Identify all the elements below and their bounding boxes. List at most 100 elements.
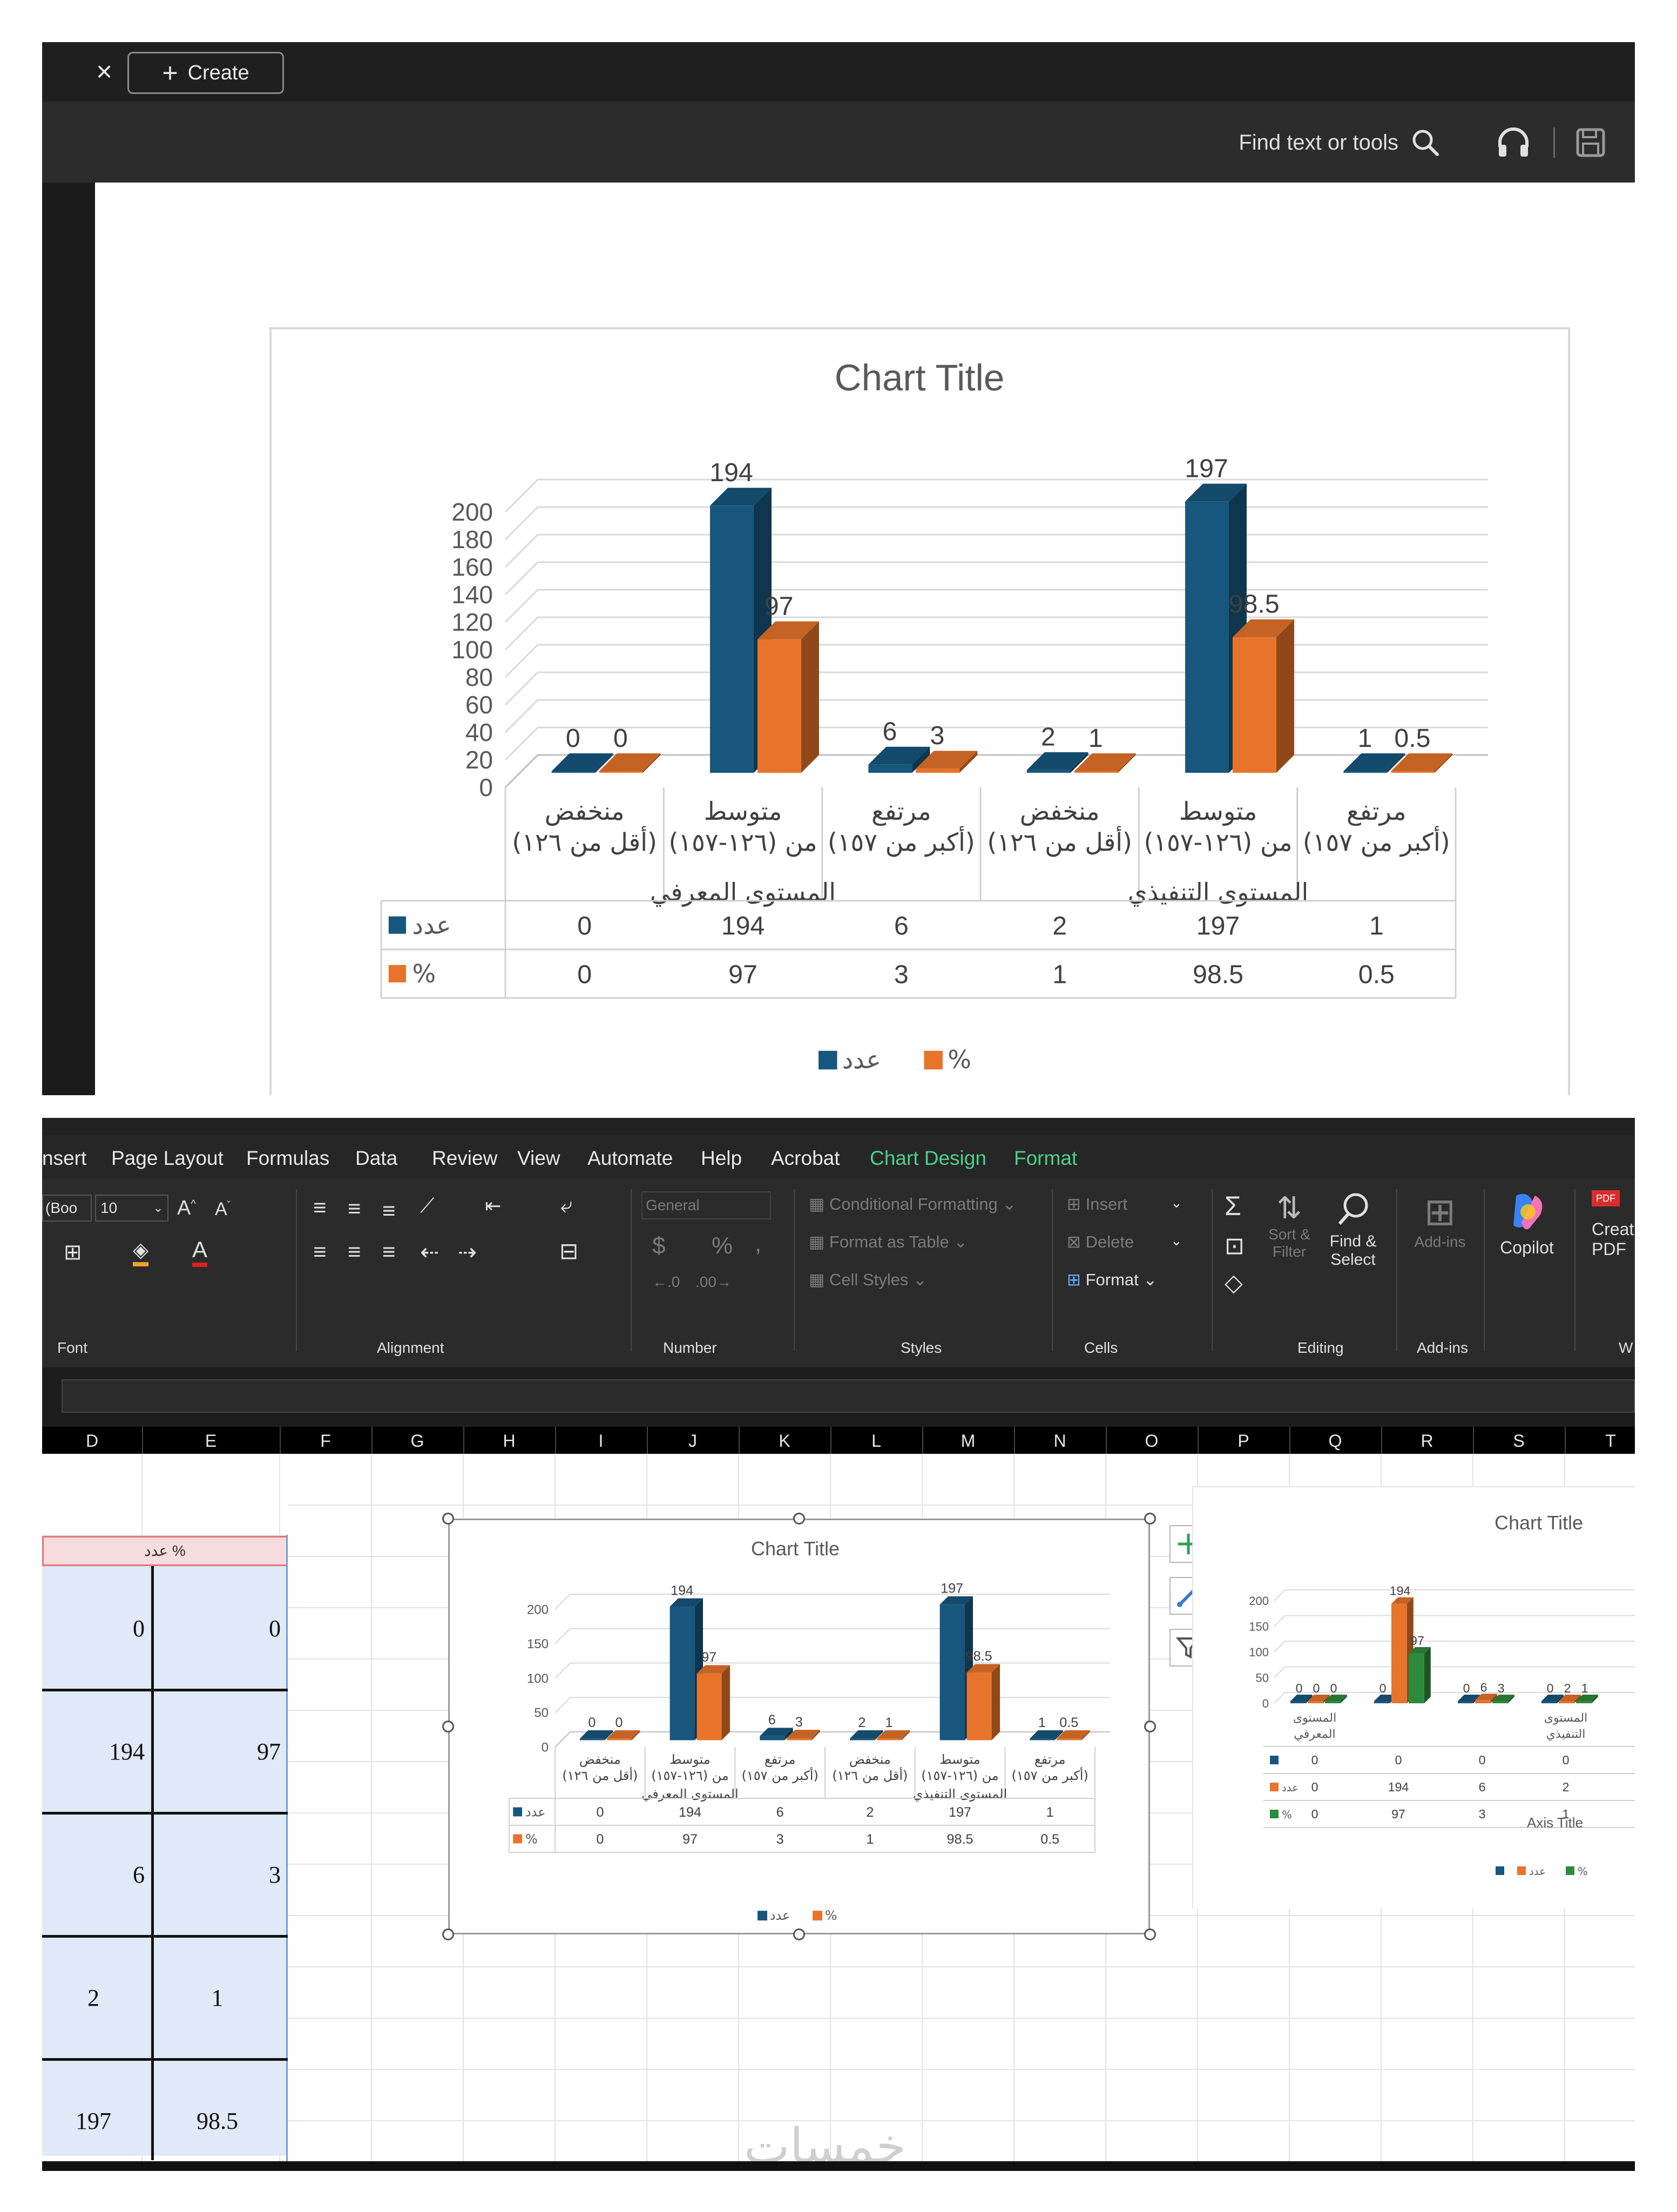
legend-entry[interactable]: عدد: [842, 1045, 881, 1074]
percent-icon[interactable]: %: [712, 1232, 733, 1259]
currency-icon[interactable]: $: [652, 1232, 666, 1259]
tab-formulas[interactable]: Formulas: [246, 1147, 330, 1169]
chart-title[interactable]: Chart Title: [751, 1537, 840, 1560]
table-cell[interactable]: 97: [257, 1738, 281, 1765]
number-format-select[interactable]: General: [641, 1191, 771, 1219]
save-icon[interactable]: [1573, 125, 1608, 160]
find-text-or-tools-button[interactable]: Find text or tools: [1239, 127, 1441, 158]
chart-title[interactable]: Chart Title: [1495, 1512, 1583, 1534]
font-name-select[interactable]: (Boo: [42, 1195, 92, 1222]
font-color-icon[interactable]: A: [192, 1237, 208, 1267]
resize-handle[interactable]: [442, 1513, 454, 1525]
column-header-f[interactable]: F: [320, 1431, 331, 1451]
tab-page-layout[interactable]: Page Layout: [111, 1147, 224, 1169]
align-center-icon[interactable]: ≡: [348, 1239, 361, 1264]
table-cell[interactable]: 1: [211, 1985, 224, 2011]
cell-styles-button[interactable]: ▦ Cell Styles ⌄: [809, 1270, 927, 1289]
conditional-formatting-button[interactable]: ▦ Conditional Formatting ⌄: [809, 1195, 1017, 1213]
tab-data[interactable]: Data: [355, 1147, 398, 1169]
wrap-text-icon[interactable]: ⤶: [560, 1193, 573, 1217]
chart-title[interactable]: Chart Title: [835, 357, 1004, 399]
borders-icon[interactable]: ⊞: [64, 1240, 82, 1264]
column-header-k[interactable]: K: [779, 1431, 790, 1451]
table-cell[interactable]: 98.5: [197, 2108, 238, 2134]
column-header-o[interactable]: O: [1145, 1431, 1159, 1451]
addins-button[interactable]: ⊞ Add-ins: [1410, 1190, 1470, 1251]
resize-handle[interactable]: [793, 1928, 805, 1940]
column-header-m[interactable]: M: [961, 1431, 976, 1451]
resize-handle[interactable]: [793, 1513, 805, 1525]
tab-chart-design[interactable]: Chart Design: [870, 1147, 986, 1169]
align-middle-icon[interactable]: ≡: [348, 1196, 361, 1221]
tab-automate[interactable]: Automate: [587, 1147, 673, 1169]
column-header-d[interactable]: D: [85, 1431, 99, 1451]
delete-cells-button[interactable]: ⊠ Delete: [1067, 1232, 1134, 1251]
align-left-icon[interactable]: ≡: [313, 1239, 327, 1264]
format-cells-button[interactable]: ⊞ Format ⌄: [1067, 1270, 1158, 1289]
column-header-i[interactable]: I: [598, 1431, 604, 1451]
tab-view[interactable]: View: [517, 1147, 560, 1169]
close-icon[interactable]: ×: [96, 56, 113, 87]
axis-title[interactable]: Axis Title: [1527, 1815, 1583, 1831]
column-header-t[interactable]: T: [1605, 1431, 1616, 1451]
decrease-decimal-icon[interactable]: .00→: [695, 1273, 732, 1290]
table-cell[interactable]: 197: [76, 2108, 111, 2134]
resize-handle[interactable]: [1144, 1721, 1156, 1732]
selected-chart-frame[interactable]: Chart Title 0 50 100 150 200 0 0 194 97 6 3 2 1 197 98.…: [448, 1519, 1150, 1934]
table-cell[interactable]: 6: [133, 1862, 145, 1888]
comma-icon[interactable]: ,: [755, 1230, 762, 1257]
increase-decimal-icon[interactable]: ←.0: [652, 1273, 680, 1290]
formula-input[interactable]: [62, 1379, 1635, 1413]
column-header-r[interactable]: R: [1421, 1431, 1433, 1451]
autosum-icon[interactable]: Σ: [1225, 1191, 1241, 1221]
create-pdf-button[interactable]: PDF Creat PDF: [1592, 1190, 1635, 1259]
column-header-q[interactable]: Q: [1328, 1431, 1342, 1451]
format-as-table-button[interactable]: ▦ Format as Table ⌄: [809, 1232, 968, 1251]
legend-entry[interactable]: %: [1578, 1865, 1588, 1878]
fill-icon[interactable]: ⊡: [1225, 1233, 1245, 1259]
resize-handle[interactable]: [442, 1928, 454, 1940]
decrease-indent-icon[interactable]: ⇠: [420, 1239, 439, 1265]
clear-icon[interactable]: ◇: [1225, 1270, 1243, 1296]
worksheet-grid[interactable]: عدد % 0 0 194 97 6 3 2 1 197 98.5 Chart Title 0 50 1…: [42, 1454, 1635, 2171]
sort-filter-button[interactable]: ⇅ Sort & Filter: [1262, 1190, 1316, 1260]
text-direction-icon[interactable]: ⇤: [485, 1195, 502, 1217]
chevron-down-icon[interactable]: ⌄: [1171, 1195, 1182, 1211]
legend-entry[interactable]: %: [825, 1908, 837, 1923]
tab-review[interactable]: Review: [432, 1147, 498, 1169]
column-header-g[interactable]: G: [410, 1431, 424, 1451]
resize-handle[interactable]: [1144, 1928, 1156, 1940]
column-header-s[interactable]: S: [1513, 1431, 1525, 1451]
merge-center-icon[interactable]: ⊟: [559, 1238, 579, 1264]
column-header-n[interactable]: N: [1053, 1431, 1066, 1451]
copilot-button[interactable]: Copilot: [1495, 1190, 1559, 1258]
tab-nsert[interactable]: nsert: [42, 1147, 87, 1169]
insert-cells-button[interactable]: ⊞ Insert: [1067, 1195, 1128, 1213]
legend-entry[interactable]: %: [948, 1045, 971, 1074]
second-chart-frame[interactable]: Chart Title 0 50 100 150 200 0 0 0 المستوى المعرفي…: [1192, 1486, 1635, 1908]
table-cell[interactable]: 3: [269, 1862, 281, 1888]
legend-entry[interactable]: عدد: [1529, 1865, 1546, 1878]
column-header-l[interactable]: L: [871, 1431, 881, 1451]
font-size-select[interactable]: 10 ⌄: [95, 1195, 168, 1222]
resize-handle[interactable]: [442, 1721, 454, 1732]
tab-help[interactable]: Help: [701, 1147, 742, 1169]
table-header-cell[interactable]: عدد %: [42, 1536, 288, 1566]
align-bottom-icon[interactable]: ≡: [382, 1198, 396, 1223]
column-header-h[interactable]: H: [503, 1431, 516, 1451]
headphones-icon[interactable]: [1495, 123, 1532, 161]
create-button[interactable]: + Create: [127, 52, 284, 94]
legend-entry[interactable]: عدد: [770, 1908, 790, 1923]
table-cell[interactable]: 0: [133, 1615, 145, 1642]
column-header-p[interactable]: P: [1238, 1431, 1249, 1451]
increase-font-size-icon[interactable]: A^: [177, 1197, 196, 1219]
find-select-button[interactable]: Find & Select: [1321, 1190, 1385, 1269]
chevron-down-icon[interactable]: ⌄: [1171, 1232, 1182, 1249]
tab-acrobat[interactable]: Acrobat: [771, 1147, 840, 1169]
table-cell[interactable]: 2: [87, 1985, 99, 2011]
orientation-icon[interactable]: ⟋: [420, 1195, 435, 1217]
align-top-icon[interactable]: ≡: [313, 1195, 327, 1220]
table-cell[interactable]: 0: [269, 1615, 281, 1642]
column-header-j[interactable]: J: [688, 1431, 697, 1451]
tab-format[interactable]: Format: [1014, 1147, 1078, 1169]
